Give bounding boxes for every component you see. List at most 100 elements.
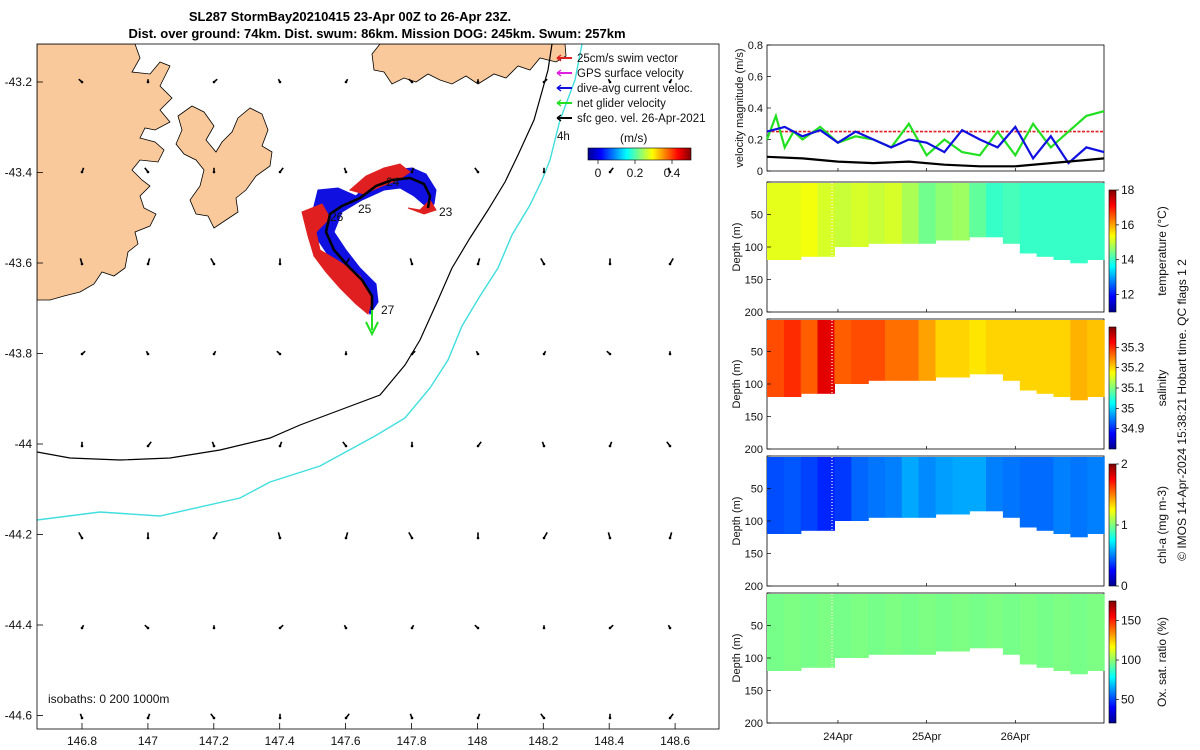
colorbar-tick-label: 0.4 [664,166,681,180]
geo-velocity-vector-base [278,626,282,630]
geo-velocity-vector-base [476,262,480,266]
section-column [1036,594,1055,668]
footer-credit: © IMOS 14-Apr-2024 15:38:21 Hobart time.… [1175,259,1189,561]
section-column [969,594,987,649]
depth-tick-label: 50 [751,621,763,633]
map-x-tick-label: 148.4 [594,734,624,748]
velocity-y-tick-label: 0 [757,166,763,178]
map-y-tick-label: -44.2 [5,528,33,542]
section-column [817,320,835,394]
colorbar-label: temperature (°C) [1155,206,1169,296]
section-column [1087,183,1105,260]
section-column [1053,594,1071,671]
geo-velocity-vector-base [542,444,546,448]
section-column [935,594,953,652]
section-column [1087,457,1105,534]
geo-velocity-vector-base [476,716,480,720]
geo-velocity-vector-base [278,444,282,448]
geo-velocity-vector-base [476,536,480,540]
section-column [783,594,802,671]
section-column [817,457,835,531]
geo-velocity-vector-base [212,536,216,540]
section-column [935,320,953,378]
section-column [1019,594,1038,665]
colorbar-tick-label: 35.2 [1121,361,1145,375]
time-tick-label: 25Apr [912,731,942,743]
colorbar-tick-label: 34.9 [1121,422,1145,436]
geo-velocity-vector-base [410,262,414,266]
section-column [1019,457,1038,528]
section-column [885,457,903,518]
section-column [767,183,785,260]
day-label: 25 [358,202,372,216]
geo-velocity-vector-base [146,262,150,266]
geo-velocity-vector-base [668,352,672,356]
section-column [868,594,886,655]
legend-arrowhead [556,99,562,107]
section-column [1002,320,1021,381]
section-colorbar [1108,326,1117,450]
geo-velocity-vector-base [80,262,84,266]
geo-velocity-vector-base [410,716,414,720]
geo-velocity-vector-base [212,170,216,174]
section-column [834,320,852,384]
geo-velocity-vector-base [476,170,480,174]
velocity-y-tick-label: 0.6 [748,72,763,84]
depth-tick-label: 200 [745,444,763,456]
section-column [800,320,819,394]
section-column [969,320,987,375]
section-column [851,594,869,658]
geo-velocity-vector-base [608,262,612,266]
depth-tick-label: 50 [751,347,763,359]
map-y-tick-label: -44.4 [5,618,33,632]
depth-tick-label: 150 [745,686,763,698]
geo-velocity-vector-base [146,444,150,448]
depth-tick-label: 50 [751,484,763,496]
geo-velocity-vector-base [278,716,282,720]
map-y-tick-label: -43.8 [5,347,33,361]
section-column [986,594,1004,649]
section-column [817,183,835,257]
geo-velocity-vector-base [542,262,546,266]
section-column [783,320,802,397]
geo-velocity-vector-base [344,626,348,630]
depth-tick-label: 150 [745,549,763,561]
section-column [1087,320,1105,397]
velocity-y-label: velocity magnitude (m/s) [734,48,746,167]
colorbar-tick-label: 2 [1121,457,1128,471]
colorbar-tick-label: 16 [1121,218,1135,232]
day-label: 26 [330,210,344,224]
section-column [1053,457,1071,534]
section-column [901,457,920,518]
map-y-tick-label: -43.2 [5,75,33,89]
geo-velocity-vector-base [476,80,480,84]
section-column [952,457,970,515]
section-column [1036,183,1055,257]
colorbar-label: Ox. sat. ratio (%) [1155,617,1169,707]
geo-velocity-vector-base [668,262,672,266]
section-column [885,594,903,655]
colorbar-tick-label: 35 [1121,401,1135,415]
colorbar-tick-label: 0 [1121,579,1128,593]
map-x-tick-label: 147.4 [265,734,295,748]
section-column [1053,320,1071,397]
geo-velocity-vector-base [80,536,84,540]
section-column [817,594,835,668]
section-column [868,183,886,244]
geo-velocity-vector-base [146,80,150,84]
geo-velocity-vector-base [278,262,282,266]
section-column [885,320,903,381]
section-column [1019,320,1038,391]
geo-velocity-vector-base [212,262,216,266]
geo-velocity-vector-base [410,170,414,174]
day-label: 24 [386,175,400,189]
section-column [800,457,819,531]
tasmania-land [37,44,173,301]
velocity-axes [766,44,1105,172]
depth-axis-label: Depth (m) [731,223,743,272]
geo-velocity-vector-base [278,352,282,356]
map-x-tick-label: 147 [138,734,158,748]
geo-velocity-vector-base [80,626,84,630]
colorbar-label: chl-a (mg m-3) [1155,486,1169,564]
velocity-series-line [765,110,1105,158]
